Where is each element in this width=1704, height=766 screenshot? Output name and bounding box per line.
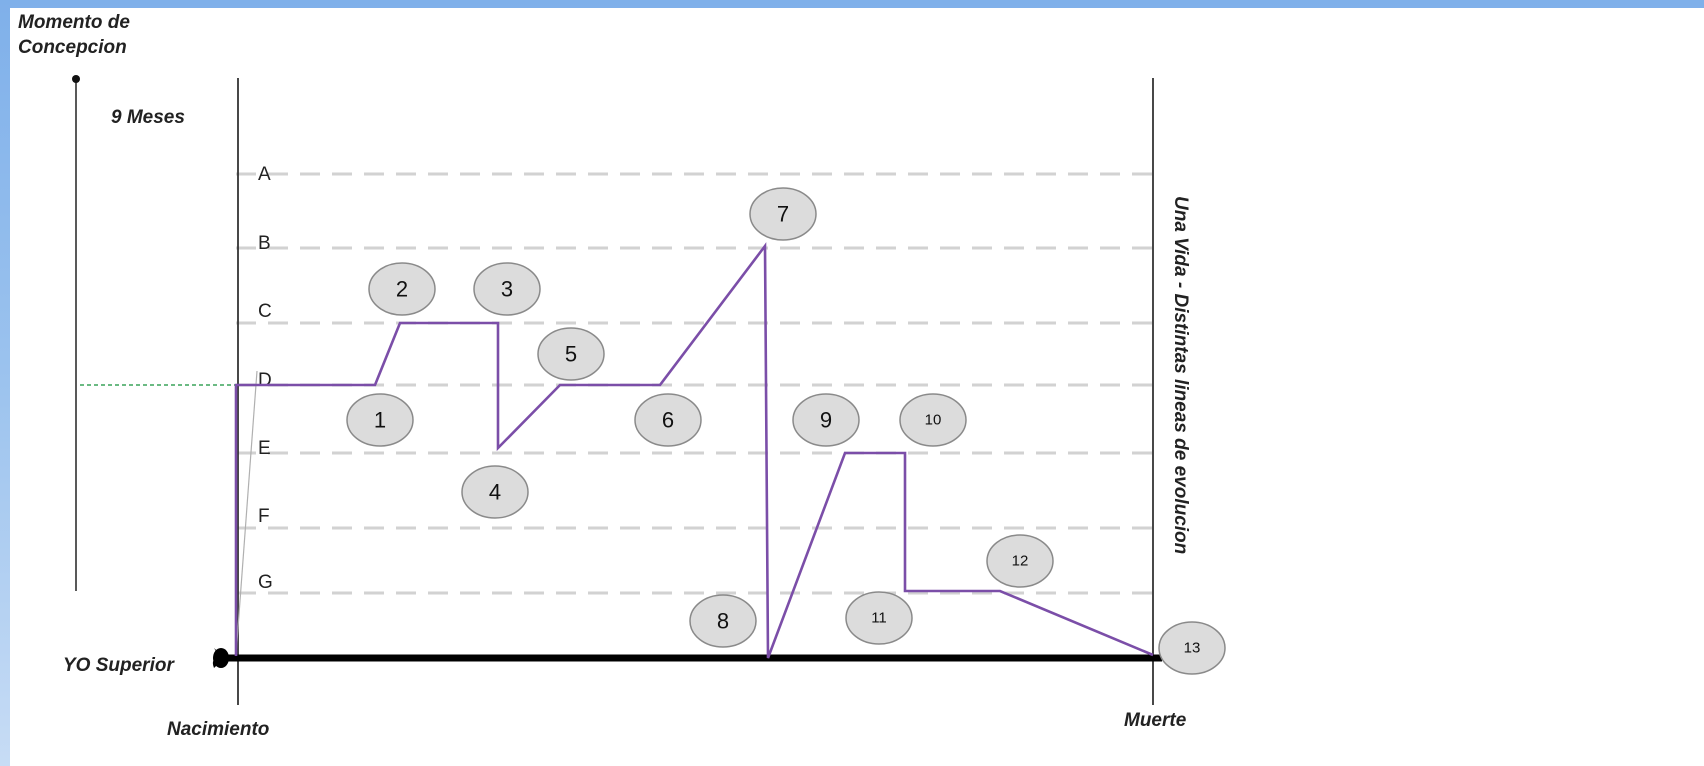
marker-10: 10 [899,393,967,447]
marker-5: 5 [537,327,605,381]
svg-text:1: 1 [374,408,386,433]
death-label: Muerte [1124,710,1187,731]
svg-text:11: 11 [871,610,887,627]
marker-1: 1 [346,393,414,447]
level-label-g: G [258,572,273,593]
marker-2: 2 [368,262,436,316]
svg-text:13: 13 [1184,640,1201,657]
evolution-diagram: Momento de Concepcion 9 Meses A B C D E … [18,12,1226,740]
marker-3: 3 [473,262,541,316]
svg-text:7: 7 [777,202,789,227]
yo-superior-marker [213,648,229,668]
svg-text:5: 5 [565,342,577,367]
level-label-a: A [258,164,271,185]
marker-6: 6 [634,393,702,447]
svg-text:4: 4 [489,480,501,505]
marker-8: 8 [689,594,757,648]
birth-label: Nacimiento [167,719,269,740]
conception-label-1: Momento de [18,12,130,33]
yo-superior-label: YO Superior [63,655,175,676]
svg-text:8: 8 [717,609,729,634]
marker-13: 13 [1158,621,1226,675]
birth-diagonal [235,370,258,656]
marker-7: 7 [749,187,817,241]
evolution-path [234,242,1154,659]
level-label-f: F [258,506,270,527]
level-label-c: C [258,301,272,322]
level-label-d: D [258,370,272,391]
svg-text:12: 12 [1012,553,1029,570]
marker-12: 12 [986,534,1054,588]
marker-11: 11 [845,591,913,645]
marker-4: 4 [461,465,529,519]
diagram-canvas: Momento de Concepcion 9 Meses A B C D E … [10,8,1704,766]
svg-text:2: 2 [396,277,408,302]
vertical-title: Una Vida - Distintas lineas de evolucion [1170,196,1191,554]
nine-months-label: 9 Meses [111,107,185,128]
svg-text:3: 3 [501,277,513,302]
marker-9: 9 [792,393,860,447]
conception-label-2: Concepcion [18,37,127,58]
level-label-e: E [258,438,271,459]
conception-dot [72,75,80,83]
svg-text:9: 9 [820,408,832,433]
level-label-b: B [258,233,271,254]
svg-text:6: 6 [662,408,674,433]
svg-text:10: 10 [925,412,942,429]
